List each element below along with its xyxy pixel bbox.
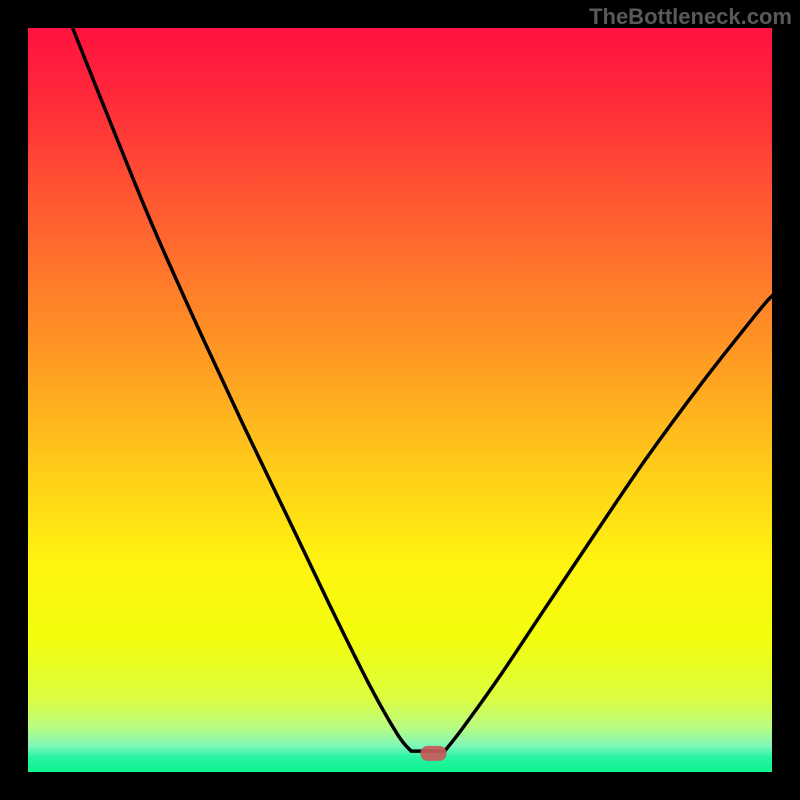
chart-svg: [0, 0, 800, 800]
optimal-marker: [420, 746, 446, 761]
gradient-background: [28, 28, 772, 772]
chart-frame: { "watermark": { "text": "TheBottleneck.…: [0, 0, 800, 800]
watermark-text: TheBottleneck.com: [589, 4, 792, 30]
